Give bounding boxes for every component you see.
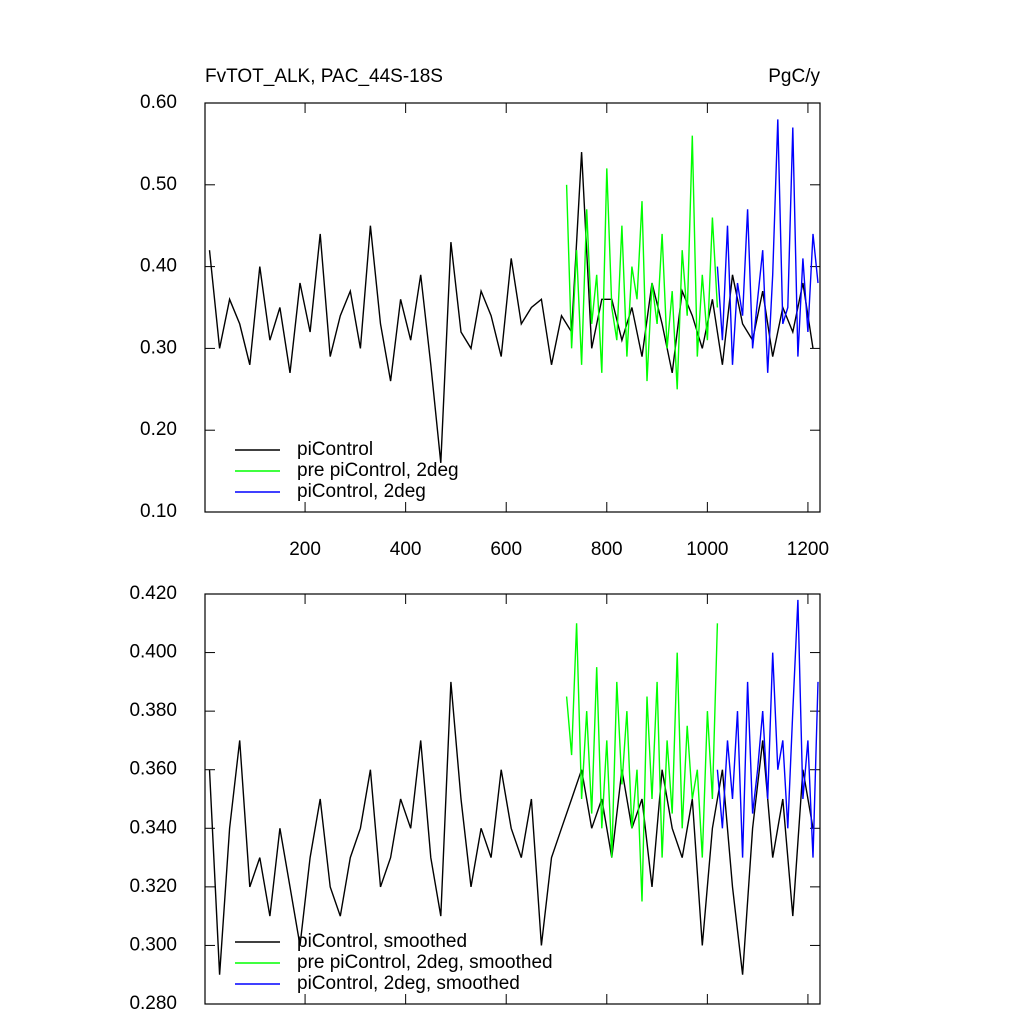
plot-frame (204, 593, 821, 1005)
x-tick-label: 1200 (787, 539, 829, 560)
legend-label: piControl, 2deg, smoothed (297, 973, 520, 994)
y-tick-label: 0.50 (140, 174, 177, 195)
series-line (565, 135, 719, 390)
x-tick-label: 1000 (686, 539, 728, 560)
y-tick-label: 0.380 (129, 700, 177, 721)
plot-frame (204, 102, 821, 513)
y-tick-label: 0.10 (140, 501, 177, 522)
x-tick-label: 200 (289, 539, 321, 560)
y-tick-label: 0.400 (129, 642, 177, 663)
series-line (716, 599, 819, 858)
legend-label: piControl (297, 439, 373, 460)
y-tick-label: 0.300 (129, 934, 177, 955)
units-label: PgC/y (768, 66, 820, 87)
y-tick-label: 0.420 (129, 583, 177, 604)
series-line (565, 623, 719, 902)
y-tick-label: 0.60 (140, 92, 177, 113)
x-tick-label: 600 (490, 539, 522, 560)
y-tick-label: 0.320 (129, 876, 177, 897)
x-tick-label: 400 (390, 539, 422, 560)
legend-label: piControl, 2deg (297, 481, 426, 502)
series-line (716, 119, 819, 373)
legend-label: piControl, smoothed (297, 931, 467, 952)
y-tick-label: 0.360 (129, 759, 177, 780)
series-line (208, 681, 814, 975)
legend-label: pre piControl, 2deg (297, 460, 459, 481)
legend-label: pre piControl, 2deg, smoothed (297, 952, 553, 973)
y-tick-label: 0.30 (140, 337, 177, 358)
series-line (208, 152, 814, 463)
y-tick-label: 0.20 (140, 419, 177, 440)
chart-title: FvTOT_ALK, PAC_44S-18S (205, 66, 443, 87)
y-tick-label: 0.340 (129, 817, 177, 838)
x-tick-label: 800 (591, 539, 623, 560)
y-tick-label: 0.280 (129, 993, 177, 1014)
y-tick-label: 0.40 (140, 256, 177, 277)
